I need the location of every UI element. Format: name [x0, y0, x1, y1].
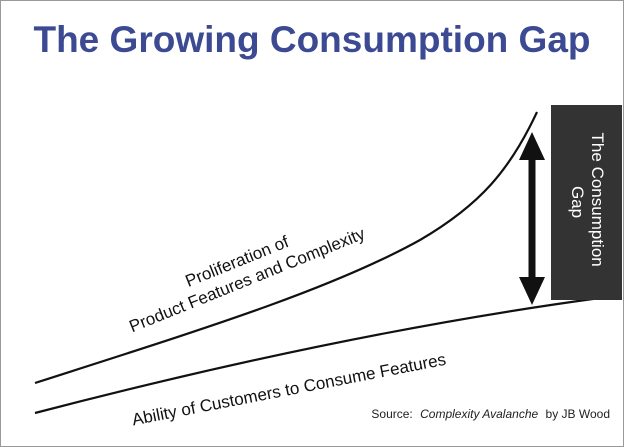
- source-suffix: by JB Wood: [546, 407, 610, 421]
- gap-box: [551, 105, 622, 300]
- title: The Growing Consumption Gap: [33, 19, 590, 60]
- consumption-curve: [34, 296, 601, 415]
- gap-label-line: Gap: [568, 186, 587, 218]
- source-book: Complexity Avalanche: [420, 407, 538, 421]
- source-prefix: Source:: [371, 407, 412, 421]
- gap-arrow: [519, 132, 545, 305]
- gap-label-line: The Consumption: [588, 133, 607, 267]
- gap-label: The Consumption Gap: [568, 133, 607, 272]
- complexity-curve: [34, 111, 538, 385]
- source: Source: Complexity Avalanche by JB Wood: [371, 407, 610, 421]
